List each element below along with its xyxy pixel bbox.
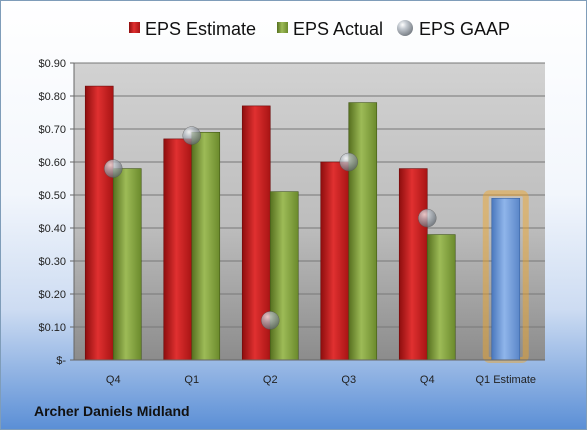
bar-eps-actual [112, 168, 142, 361]
y-tick-label: $0.60 [38, 157, 66, 169]
marker-eps-gaap [182, 126, 201, 145]
bar-eps-estimate [398, 168, 428, 361]
x-tick-label: Q4 [106, 374, 121, 386]
legend-label-eps-gaap: EPS GAAP [419, 19, 510, 39]
legend-swatch-eps-estimate [129, 22, 140, 33]
bars [84, 85, 529, 363]
legend-swatch-eps-gaap [397, 20, 413, 36]
bar-eps-estimate [84, 85, 114, 361]
marker-eps-gaap [104, 159, 123, 178]
x-axis-ticks: Q4 Q1 Q2 Q3 Q4 Q1 Estimate [106, 374, 536, 386]
marker-eps-gaap [418, 208, 437, 228]
bar-q1-estimate [491, 198, 521, 361]
bar-eps-actual [426, 234, 456, 361]
marker-eps-gaap [339, 152, 358, 172]
y-tick-label: $0.80 [38, 91, 66, 103]
marker-eps-gaap [261, 311, 280, 330]
gaap-markers [104, 126, 437, 330]
bar-eps-actual [348, 102, 378, 361]
y-tick-label: $0.70 [38, 124, 66, 136]
company-name: Archer Daniels Midland [34, 403, 190, 419]
x-tick-label: Q4 [420, 374, 435, 386]
bar-eps-estimate [163, 138, 193, 361]
x-tick-label: Q1 Estimate [475, 374, 536, 386]
legend: EPS Estimate EPS Actual EPS GAAP [129, 19, 510, 39]
bar-eps-estimate [320, 161, 350, 361]
legend-label-eps-estimate: EPS Estimate [145, 19, 256, 39]
y-tick-label: $0.40 [38, 223, 66, 235]
y-tick-label: $0.50 [38, 190, 66, 202]
y-tick-label: $0.90 [38, 58, 66, 70]
gridlines [74, 62, 545, 328]
legend-label-eps-actual: EPS Actual [293, 19, 383, 39]
y-tick-label: $0.30 [38, 256, 66, 268]
plot-area [74, 63, 545, 360]
y-tick-label: $0.20 [38, 289, 66, 301]
y-tick-label: $- [56, 355, 66, 367]
bar-eps-actual [269, 191, 299, 361]
x-tick-label: Q2 [263, 374, 278, 386]
bar-eps-actual [191, 132, 221, 361]
y-tick-label: $0.10 [38, 322, 66, 334]
y-axis-ticks: $- $0.10 $0.20 $0.30 $0.40 $0.50 $0.60 $0.70 $0.… [38, 58, 74, 367]
x-tick-label: Q1 [184, 374, 199, 386]
legend-swatch-eps-actual [277, 22, 288, 33]
x-tick-label: Q3 [341, 374, 356, 386]
